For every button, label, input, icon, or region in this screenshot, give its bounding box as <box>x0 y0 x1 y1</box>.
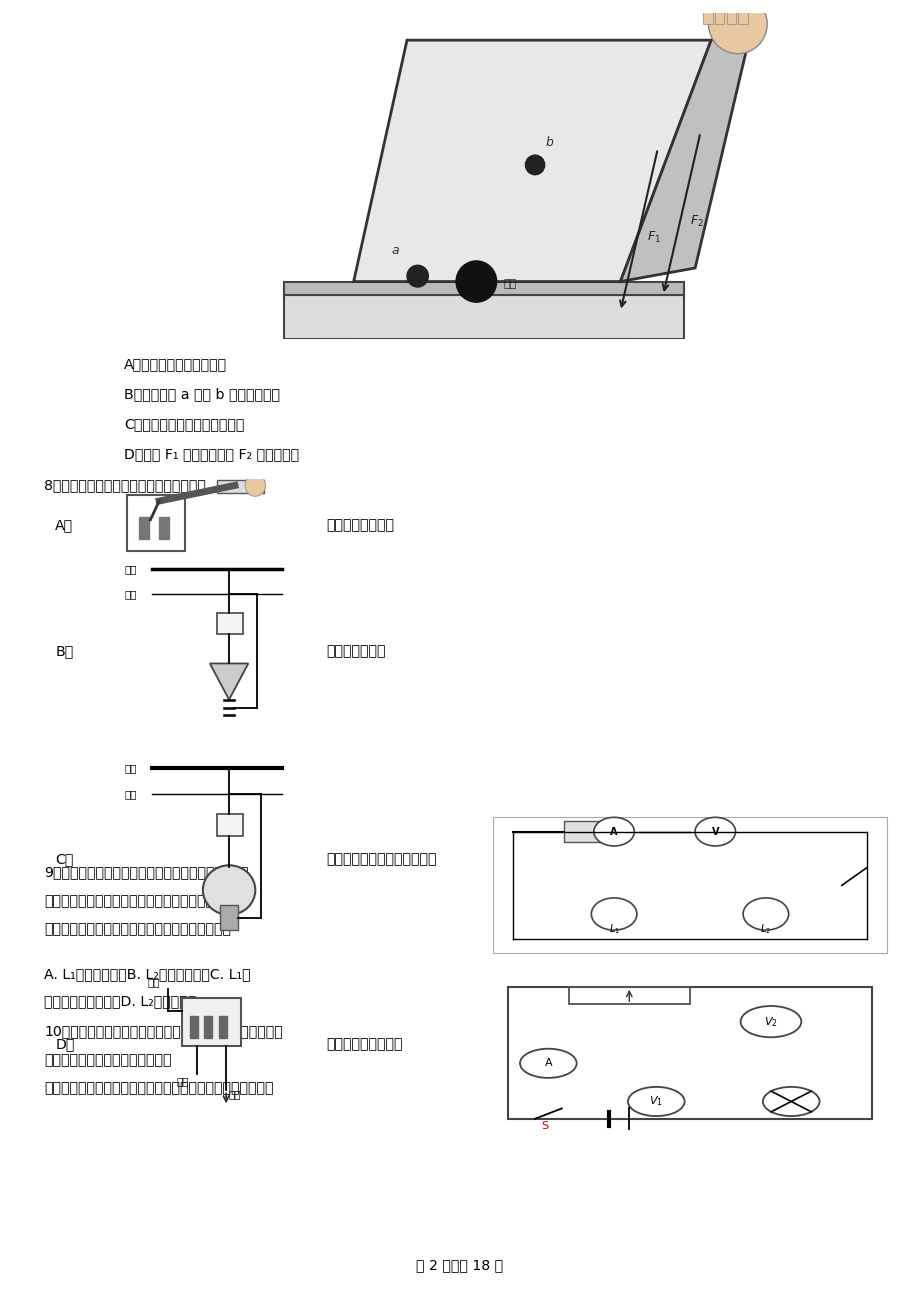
Bar <box>322 339 348 376</box>
Bar <box>182 999 241 1046</box>
Text: A: A <box>544 1059 551 1069</box>
Text: 10．为了练习使用滑动变阰器，同时探究串联电路中电压、电: 10．为了练习使用滑动变阰器，同时探究串联电路中电压、电 <box>44 1025 283 1038</box>
Text: V: V <box>710 827 719 837</box>
Bar <box>726 0 735 23</box>
Text: $V_1$: $V_1$ <box>649 1095 663 1108</box>
Text: B．: B． <box>55 644 74 658</box>
Text: B．甘蔗放在 a 点比 b 点更易被切断: B．甘蔗放在 a 点比 b 点更易被切断 <box>124 388 280 401</box>
Text: 甘蔗: 甘蔗 <box>503 279 516 289</box>
Text: A．刀刃很薄可以增大压力: A．刀刃很薄可以增大压力 <box>124 358 227 371</box>
Text: 会儿，其中一个灯泡突然息灯，电流表和电压表指: 会儿，其中一个灯泡突然息灯，电流表和电压表指 <box>44 894 240 907</box>
Text: 地线: 地线 <box>147 976 160 987</box>
Bar <box>702 0 712 23</box>
Text: A: A <box>609 827 618 837</box>
Bar <box>217 480 264 493</box>
Circle shape <box>740 1006 800 1038</box>
Text: 三孔插座应有接地线: 三孔插座应有接地线 <box>326 1038 403 1051</box>
Text: 如图所示的电路。此电路中灯泡的电阔始终保持不变，闭: 如图所示的电路。此电路中灯泡的电阔始终保持不变，闭 <box>44 1082 273 1095</box>
Text: S: S <box>540 1121 548 1131</box>
Bar <box>189 1016 198 1038</box>
Bar <box>604 339 630 376</box>
Bar <box>563 822 604 842</box>
Text: $F_2$: $F_2$ <box>689 214 703 229</box>
Circle shape <box>708 0 766 53</box>
Bar <box>217 814 243 836</box>
Circle shape <box>456 260 496 302</box>
Text: b: b <box>545 135 553 148</box>
Text: D．手沿 F₁ 方向用力比沿 F₂ 方向更省力: D．手沿 F₁ 方向用力比沿 F₂ 方向更省力 <box>124 448 299 461</box>
Circle shape <box>203 866 255 915</box>
Text: A. L₁灯泡断路　　B. L₂灯泡断路　　C. L₁灯: A. L₁灯泡断路 B. L₂灯泡断路 C. L₁灯 <box>44 967 251 980</box>
Circle shape <box>762 1087 819 1116</box>
Text: $V_2$: $V_2$ <box>764 1014 777 1029</box>
Text: a: a <box>391 245 398 258</box>
Bar <box>127 495 186 551</box>
Text: 零线: 零线 <box>124 789 137 799</box>
Text: D．: D． <box>55 1038 74 1051</box>
Polygon shape <box>210 664 248 699</box>
Bar <box>159 517 169 539</box>
Bar <box>284 296 684 339</box>
Text: 开关接在火线上: 开关接在火线上 <box>326 644 386 658</box>
Text: $L_2$: $L_2$ <box>760 922 770 936</box>
Text: 8．关于安全用电，图中错误的是（　　）: 8．关于安全用电，图中错误的是（ ） <box>44 479 206 492</box>
Bar <box>507 987 871 1118</box>
Circle shape <box>525 155 544 174</box>
Text: C．铡刀实质上是一种费力杠杆: C．铡刀实质上是一种费力杠杆 <box>124 418 244 431</box>
Text: C．: C． <box>55 853 74 866</box>
Text: 零线: 零线 <box>176 1075 188 1086</box>
Circle shape <box>591 898 636 930</box>
Text: 使用测电笔的方法: 使用测电笔的方法 <box>326 518 394 531</box>
Circle shape <box>406 266 428 286</box>
Bar <box>204 1016 212 1038</box>
Bar <box>217 613 243 634</box>
Text: 螺口灯的螺旋金属接在零线上: 螺口灯的螺旋金属接在零线上 <box>326 853 437 866</box>
Text: $F_1$: $F_1$ <box>646 230 661 245</box>
Text: 火线: 火线 <box>229 1088 241 1099</box>
Bar <box>568 987 689 1004</box>
Text: 零线: 零线 <box>124 590 137 599</box>
Text: 第 2 页，共 18 页: 第 2 页，共 18 页 <box>416 1259 503 1272</box>
Circle shape <box>519 1048 576 1078</box>
Circle shape <box>695 818 735 846</box>
Circle shape <box>594 818 634 846</box>
Text: $L_1$: $L_1$ <box>607 922 619 936</box>
Text: 火线: 火线 <box>124 763 137 773</box>
Text: 9．如图所示的电路，闭合开关，两灯泡均发光，过一: 9．如图所示的电路，闭合开关，两灯泡均发光，过一 <box>44 866 248 879</box>
Bar <box>284 281 684 296</box>
Text: 火线: 火线 <box>124 564 137 574</box>
Text: 流的规律，某实验小组设计了: 流的规律，某实验小组设计了 <box>44 1053 172 1066</box>
Text: A．: A． <box>55 518 74 531</box>
Text: 泡被短接　　　　　D. L₂灯泡被短接: 泡被短接 D. L₂灯泡被短接 <box>44 995 196 1008</box>
Circle shape <box>743 898 788 930</box>
Bar <box>219 1016 227 1038</box>
Polygon shape <box>353 40 710 281</box>
Circle shape <box>244 474 266 496</box>
Bar <box>714 0 724 23</box>
Circle shape <box>628 1087 684 1116</box>
Bar <box>221 905 237 930</box>
Bar <box>139 517 149 539</box>
Bar <box>738 0 747 23</box>
Text: 针仍有示数。造成此现象的原因可能是（　　）: 针仍有示数。造成此现象的原因可能是（ ） <box>44 923 231 936</box>
Polygon shape <box>619 18 753 281</box>
